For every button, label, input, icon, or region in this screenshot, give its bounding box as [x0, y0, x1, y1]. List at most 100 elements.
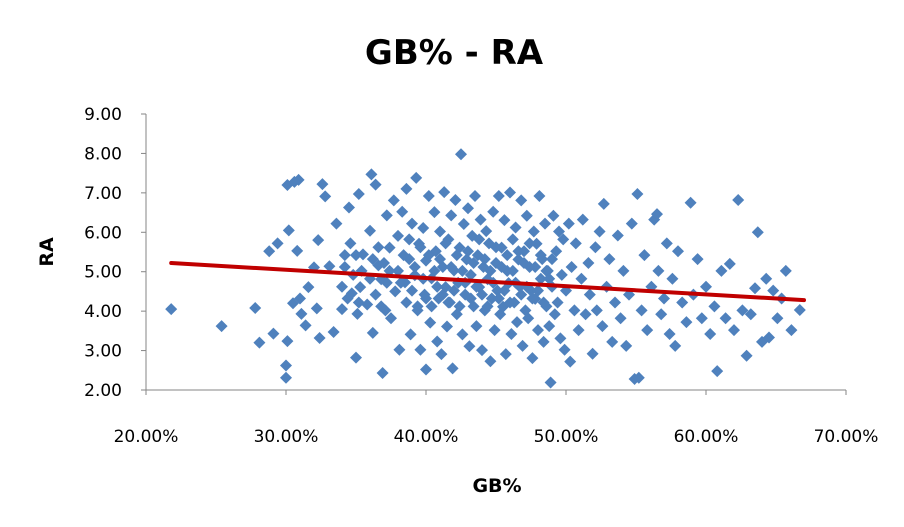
- data-point: [417, 221, 430, 234]
- data-point: [383, 241, 396, 254]
- data-point: [749, 282, 761, 295]
- data-point: [336, 280, 348, 293]
- data-point: [700, 280, 712, 293]
- data-point: [534, 272, 547, 285]
- data-point: [548, 308, 561, 321]
- y-ticks: 2.00 3.00 4.00 5.00 6.00 7.00 8.00 9.00: [84, 105, 146, 401]
- data-point: [684, 196, 697, 209]
- data-point: [456, 264, 469, 277]
- data-point: [369, 288, 382, 301]
- data-point: [436, 288, 449, 301]
- data-point: [593, 225, 606, 238]
- data-point: [732, 193, 745, 206]
- data-point: [316, 178, 329, 191]
- data-point: [767, 284, 780, 297]
- data-point: [537, 296, 550, 309]
- data-point: [512, 245, 525, 258]
- data-point: [505, 328, 518, 341]
- data-point: [281, 335, 294, 348]
- trendline: [169, 261, 806, 303]
- data-point: [414, 241, 427, 254]
- data-point: [378, 257, 390, 270]
- data-point: [532, 324, 544, 337]
- x-tick-label: 30.00%: [254, 427, 319, 447]
- data-point: [393, 343, 406, 356]
- data-point: [691, 253, 704, 266]
- data-point: [529, 260, 542, 273]
- data-point: [442, 296, 455, 309]
- data-point: [396, 205, 409, 218]
- data-point: [406, 217, 418, 230]
- data-point: [672, 245, 684, 258]
- data-point: [310, 302, 323, 315]
- data-point: [488, 324, 501, 337]
- data-point: [434, 225, 446, 238]
- data-point: [555, 268, 568, 281]
- data-point: [464, 268, 477, 281]
- x-tick-label: 40.00%: [394, 427, 459, 447]
- data-point: [327, 326, 340, 339]
- data-point: [597, 197, 610, 210]
- data-point: [522, 312, 535, 325]
- data-point: [779, 264, 792, 277]
- data-point: [411, 304, 424, 317]
- data-point: [516, 339, 529, 352]
- data-point: [666, 272, 679, 285]
- data-point: [760, 272, 773, 285]
- data-point: [476, 344, 488, 357]
- data-point: [470, 320, 483, 333]
- data-point: [280, 359, 292, 372]
- data-point: [338, 260, 351, 273]
- data-point: [400, 296, 413, 309]
- data-point: [282, 224, 295, 237]
- trendline-group: [169, 261, 806, 303]
- data-point: [420, 363, 432, 376]
- data-point: [473, 233, 486, 246]
- data-point: [526, 352, 539, 365]
- data-point: [651, 208, 663, 221]
- y-tick-label: 6.00: [84, 223, 122, 243]
- y-tick-label: 5.00: [84, 263, 122, 283]
- data-point: [638, 249, 651, 262]
- data-point: [292, 173, 305, 186]
- data-point: [441, 320, 453, 333]
- data-point: [723, 257, 736, 270]
- data-point: [280, 371, 292, 384]
- data-point: [504, 186, 516, 199]
- data-point: [449, 193, 462, 206]
- data-point: [575, 272, 588, 285]
- data-point: [579, 308, 592, 321]
- data-point: [215, 320, 228, 333]
- data-point: [484, 355, 497, 368]
- data-point: [663, 328, 676, 341]
- data-point: [392, 229, 404, 242]
- data-point: [586, 347, 599, 360]
- data-point: [474, 213, 487, 226]
- data-point: [547, 209, 560, 222]
- data-point: [582, 257, 595, 270]
- data-point: [568, 304, 581, 317]
- data-point: [365, 168, 378, 181]
- data-point: [771, 312, 784, 325]
- data-point: [462, 245, 474, 258]
- data-point: [385, 312, 397, 325]
- data-point: [492, 292, 505, 305]
- data-point: [492, 190, 505, 203]
- data-point: [785, 324, 798, 337]
- data-point: [641, 324, 654, 337]
- data-point: [532, 284, 544, 297]
- data-point: [744, 308, 757, 321]
- data-point: [361, 298, 374, 311]
- data-point: [660, 237, 673, 250]
- data-point: [617, 264, 630, 277]
- data-point: [495, 260, 508, 273]
- data-point: [576, 213, 589, 226]
- data-point: [323, 260, 336, 273]
- data-point: [406, 284, 418, 297]
- data-point: [658, 292, 670, 305]
- y-axis-title: RA: [36, 237, 58, 267]
- data-point: [719, 312, 732, 325]
- data-point: [352, 296, 365, 309]
- data-point: [410, 171, 423, 184]
- data-point: [611, 229, 624, 242]
